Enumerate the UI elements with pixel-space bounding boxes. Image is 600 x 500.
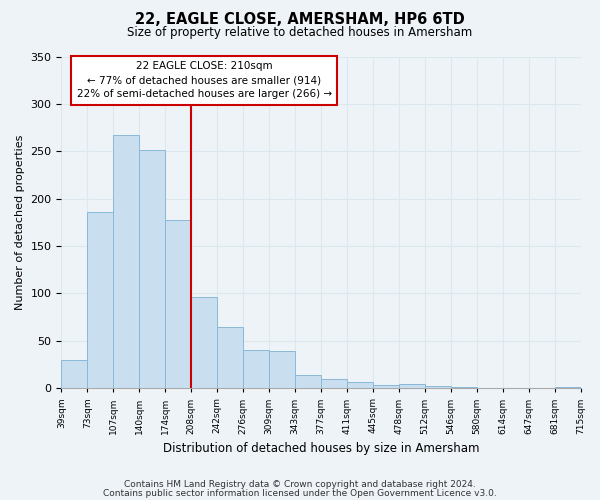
Bar bbox=[191, 298, 217, 388]
Bar bbox=[347, 382, 373, 388]
Bar bbox=[373, 386, 399, 388]
Bar bbox=[88, 212, 113, 388]
Bar bbox=[165, 220, 191, 388]
Bar bbox=[61, 360, 88, 388]
Bar bbox=[139, 150, 165, 388]
Bar bbox=[321, 379, 347, 388]
Text: Contains public sector information licensed under the Open Government Licence v3: Contains public sector information licen… bbox=[103, 488, 497, 498]
Text: 22 EAGLE CLOSE: 210sqm
← 77% of detached houses are smaller (914)
22% of semi-de: 22 EAGLE CLOSE: 210sqm ← 77% of detached… bbox=[77, 62, 332, 100]
Bar bbox=[295, 375, 321, 388]
Bar bbox=[243, 350, 269, 389]
Bar bbox=[113, 135, 139, 388]
Text: Size of property relative to detached houses in Amersham: Size of property relative to detached ho… bbox=[127, 26, 473, 39]
Bar bbox=[399, 384, 425, 388]
Text: Contains HM Land Registry data © Crown copyright and database right 2024.: Contains HM Land Registry data © Crown c… bbox=[124, 480, 476, 489]
Bar bbox=[217, 326, 243, 388]
Bar bbox=[425, 386, 451, 388]
Text: 22, EAGLE CLOSE, AMERSHAM, HP6 6TD: 22, EAGLE CLOSE, AMERSHAM, HP6 6TD bbox=[135, 12, 465, 28]
X-axis label: Distribution of detached houses by size in Amersham: Distribution of detached houses by size … bbox=[163, 442, 479, 455]
Bar bbox=[269, 352, 295, 389]
Y-axis label: Number of detached properties: Number of detached properties bbox=[15, 134, 25, 310]
